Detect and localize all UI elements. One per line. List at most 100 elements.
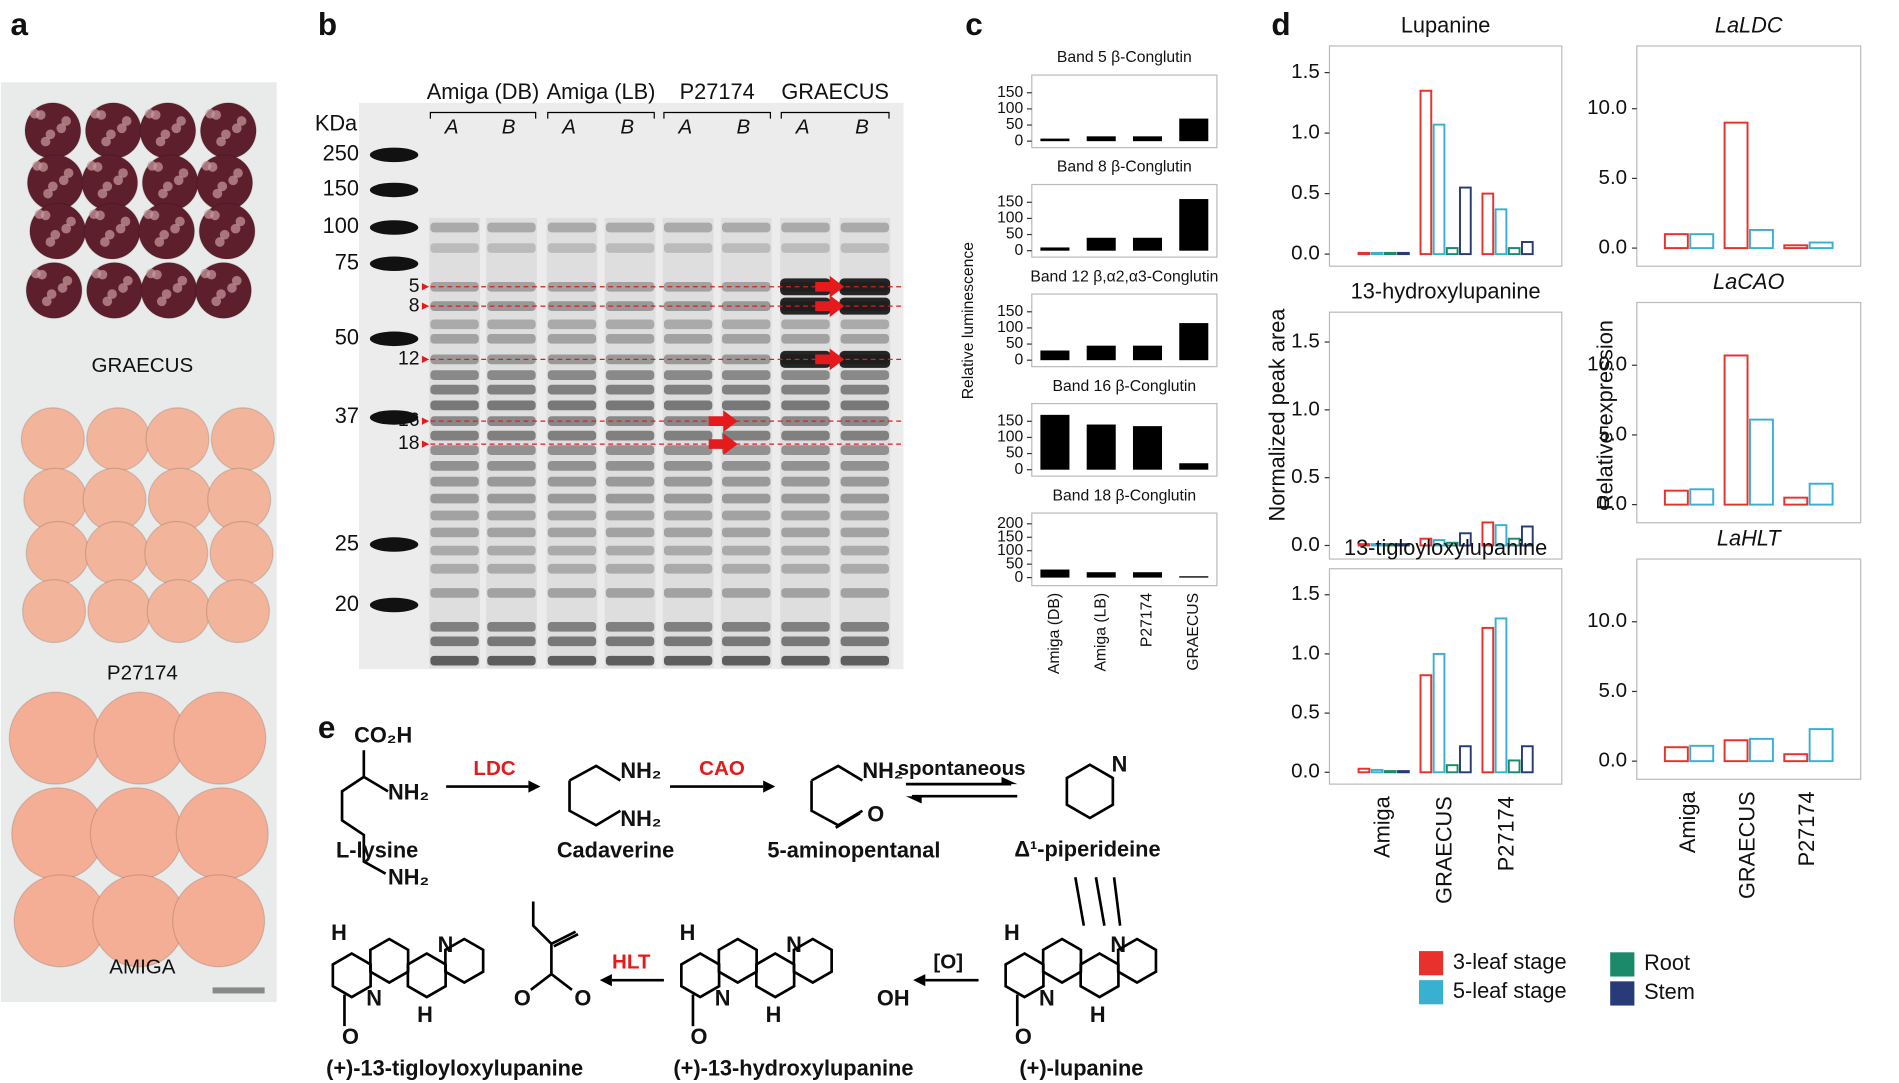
gel-band (430, 370, 479, 380)
legend-swatch (1610, 952, 1635, 977)
chart-title: LaHLT (1717, 525, 1782, 550)
atom-label: H (417, 1002, 433, 1027)
y-tick-label: 150 (997, 412, 1023, 429)
seed-spot (212, 188, 223, 199)
gel-band (605, 319, 655, 330)
y-tick-label: 0 (1015, 569, 1024, 586)
gel-lane (486, 217, 537, 668)
gel-band (840, 461, 889, 471)
gel-band (547, 400, 597, 411)
gel-band (840, 563, 889, 574)
seed-spot (211, 110, 222, 120)
gel-band (840, 476, 889, 487)
seed-spot (231, 275, 242, 286)
gel-band (781, 333, 830, 344)
gel-band (430, 243, 479, 253)
gel-band (430, 563, 479, 574)
gel-band (547, 416, 597, 426)
y-tick-label: 1.0 (1291, 641, 1320, 664)
y-tick-label: 50 (1006, 226, 1024, 243)
gel-band (663, 655, 713, 666)
gel-band (663, 243, 713, 253)
gel-band (547, 354, 597, 365)
gel-lane (546, 217, 598, 668)
bar (1689, 488, 1715, 506)
gel-band (781, 400, 830, 411)
marker-band (369, 410, 419, 425)
gel-band (430, 222, 479, 233)
replicate-label: A (560, 116, 576, 139)
lane-bracket (663, 111, 772, 119)
bar (1383, 251, 1397, 256)
ring (792, 937, 833, 985)
y-tick-label: 0.0 (1599, 749, 1628, 772)
bar (1040, 247, 1070, 251)
bar (1507, 759, 1521, 774)
x-tick-label: Amiga (DB) (1046, 593, 1063, 674)
bar (1383, 543, 1397, 547)
gel-band (487, 588, 536, 598)
chart-title: Band 8 β-Conglutin (1057, 159, 1192, 176)
gel-band (430, 301, 479, 311)
gel-band (781, 370, 830, 380)
gel-band (547, 527, 597, 538)
gel-band (430, 333, 479, 344)
marker-label: 50 (335, 325, 359, 350)
seed (84, 520, 150, 586)
bar (1783, 496, 1809, 506)
bond (568, 764, 622, 827)
plot-box (1636, 301, 1862, 524)
y-tick-label: 50 (1006, 445, 1024, 462)
atom-label: H (1004, 920, 1020, 945)
marker-band (369, 597, 419, 613)
y-axis-label: Relative luminescence (960, 242, 977, 400)
gel-band (547, 461, 597, 471)
bar (1357, 251, 1371, 256)
seed-spot (178, 168, 189, 178)
bar (1481, 521, 1495, 547)
band-label: 8 (409, 294, 420, 316)
ring-system (331, 937, 1158, 1027)
seed (205, 579, 271, 644)
gel: KDa 250 150 100 75 50 37 25 20 Amiga (DB) A B Amiga … (315, 79, 903, 668)
replicate-label: B (737, 116, 751, 139)
bar (1179, 118, 1209, 142)
seed-spot (233, 168, 243, 178)
legend-label: Root (1644, 950, 1690, 975)
bar (1723, 354, 1749, 506)
bar (1419, 674, 1433, 774)
seed-spot (153, 162, 163, 172)
atom-label: N (1110, 932, 1126, 957)
step-label: [O] (933, 951, 963, 974)
compound-name: Δ¹-piperideine (1014, 836, 1160, 861)
seed-spot (230, 223, 241, 234)
atom-label: O (574, 985, 591, 1010)
seed-spot (228, 175, 238, 186)
marker-band (369, 220, 419, 235)
enzyme-label: CAO (699, 757, 745, 780)
gel-band (487, 445, 536, 455)
seed-spot (172, 283, 183, 293)
seed-spot (118, 283, 128, 293)
y-tick-label: 100 (997, 429, 1023, 446)
compound-name: (+)-lupanine (1019, 1055, 1143, 1080)
seed-spot (221, 129, 231, 140)
bar (1808, 482, 1834, 506)
gel-band (487, 222, 536, 233)
gel-band (663, 527, 713, 538)
bar (1459, 745, 1472, 774)
bar (1663, 746, 1689, 763)
arrow (905, 782, 1018, 798)
seed-spot (231, 123, 242, 134)
gel-band (663, 333, 713, 344)
seed-spot (92, 162, 103, 172)
enzyme-label: LDC (473, 757, 515, 780)
bar (1040, 569, 1070, 578)
gel-band (605, 636, 655, 647)
gel-band (487, 461, 536, 471)
atom-label: NH₂ (388, 864, 429, 889)
seed-spot (35, 110, 46, 120)
y-axis-label: Relative expression (1592, 320, 1617, 510)
seed-spot (177, 275, 188, 286)
bar (1397, 770, 1410, 774)
